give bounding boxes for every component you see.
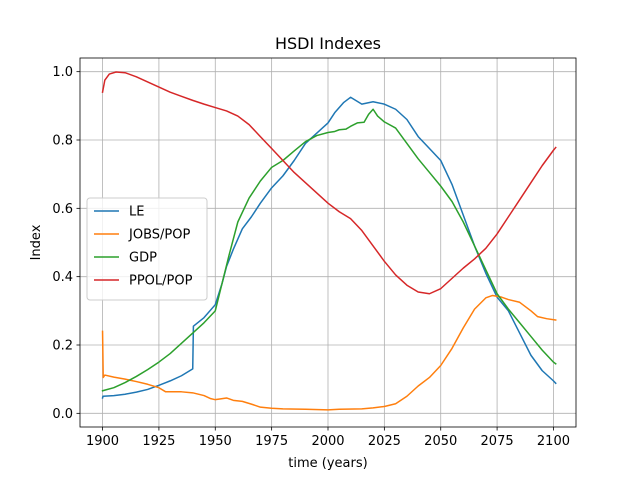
y-tick-label: 0.6 [52,202,73,217]
series-lines [101,71,557,411]
x-tick-label: 2050 [424,434,457,449]
legend-label-ppol-pop: PPOL/POP [129,274,193,289]
x-tick-label: 2075 [481,434,514,449]
legend-label-jobs-pop: JOBS/POP [128,228,190,243]
x-tick-label: 2000 [311,434,344,449]
x-tick-label: 1900 [86,434,119,449]
series-line-ppol-pop [101,71,557,295]
series-line-jobs-pop [101,294,557,411]
y-axis-title: Index [29,224,44,260]
legend-box [86,197,208,301]
chart-title: HSDI Indexes [275,34,381,53]
x-tick-label: 2100 [537,434,570,449]
x-tick-label: 1950 [199,434,232,449]
legend-label-le: LE [129,205,144,220]
y-tick-label: 0.0 [52,407,73,422]
legend-label-gdp: GDP [129,251,157,266]
legend: LE JOBS/POP GDP PPOL/POP [86,197,208,301]
x-tick-label: 2025 [368,434,401,449]
x-axis-title: time (years) [288,456,367,471]
x-tick-label: 1975 [255,434,288,449]
axis-ticks: 1900 1925 1950 1975 2000 2025 2050 2075 2100 0.0 0… [52,65,570,449]
y-tick-label: 0.2 [52,339,73,354]
y-tick-label: 0.8 [52,134,73,149]
series-line-gdp [101,108,557,392]
y-tick-label: 0.4 [52,270,73,285]
y-tick-label: 1.0 [52,65,73,80]
x-tick-label: 1925 [142,434,175,449]
